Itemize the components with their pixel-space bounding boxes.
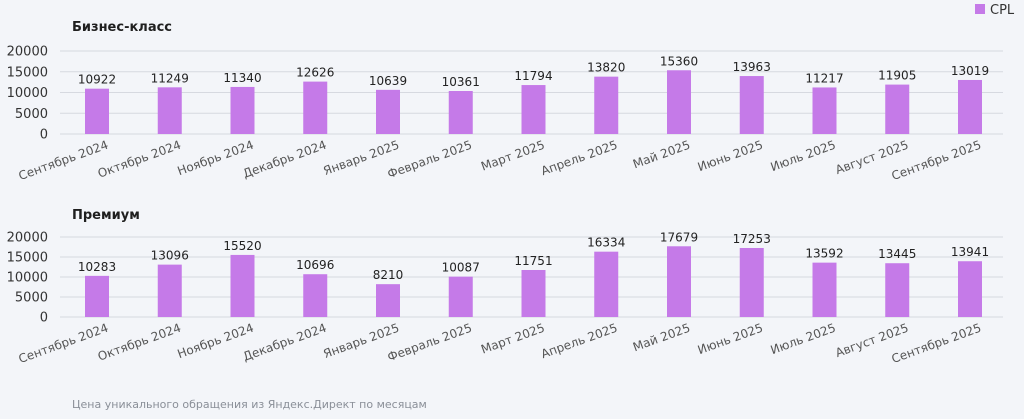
x-tick-label: Февраль 2025 [385,321,473,365]
bar [885,84,910,134]
data-label: 13592 [805,247,843,261]
data-label: 10639 [369,74,407,88]
panel-title: Бизнес-класс [72,20,172,35]
y-tick-label: 20000 [7,45,48,60]
x-tick-label: Декабрь 2024 [241,321,328,364]
data-label: 11751 [514,254,552,268]
y-tick-label: 15000 [7,65,48,80]
bar [521,85,546,134]
x-tick-label: Сентябрь 2024 [17,138,110,183]
legend-label: CPL [990,3,1015,18]
x-tick-label: Май 2025 [631,321,692,355]
data-label: 11794 [514,69,552,83]
bar [667,246,691,317]
bar [521,269,546,317]
y-tick-label: 0 [40,311,48,326]
bar [958,261,982,317]
bar [812,262,837,317]
x-tick-label: Март 2025 [479,138,546,174]
data-label: 11249 [151,71,189,85]
data-label: 10922 [78,73,116,87]
chart-caption: Цена уникального обращения из Яндекс.Дир… [72,398,427,411]
bar [303,274,328,317]
bar [448,91,473,134]
x-tick-label: Март 2025 [479,321,546,357]
x-tick-label: Декабрь 2024 [241,138,328,181]
bar [885,263,910,317]
x-tick-label: Октябрь 2024 [96,138,183,181]
bar [157,264,182,317]
y-tick-label: 20000 [7,231,48,246]
bar [85,88,109,134]
data-label: 17679 [660,230,698,244]
x-tick-label: Сентябрь 2024 [17,321,110,366]
bar [230,86,255,134]
data-label: 17253 [733,232,771,246]
x-tick-label: Июль 2025 [769,321,838,357]
bar [376,284,400,317]
bar [594,251,619,317]
data-label: 15520 [223,239,261,253]
data-label: 10283 [78,260,116,274]
bar [739,76,764,134]
bar [303,81,328,134]
bar [448,276,473,317]
x-tick-label: Февраль 2025 [385,138,473,182]
x-tick-label: Июль 2025 [769,138,838,174]
panel-title: Премиум [72,208,140,223]
data-label: 10696 [296,258,334,272]
bar [376,89,400,134]
y-tick-label: 5000 [15,291,48,306]
data-label: 13963 [733,60,771,74]
data-label: 16334 [587,236,625,250]
bar [739,247,764,317]
x-tick-label: Апрель 2025 [539,138,619,179]
y-tick-label: 0 [40,128,48,143]
y-tick-label: 5000 [15,107,48,122]
data-label: 10087 [442,261,480,275]
bar [157,87,182,134]
x-tick-label: Октябрь 2024 [96,321,183,364]
data-label: 13445 [878,247,916,261]
x-tick-label: Май 2025 [631,138,692,172]
data-label: 11217 [805,71,843,85]
bar [958,79,982,134]
x-tick-label: Апрель 2025 [539,321,619,362]
data-label: 12626 [296,66,334,80]
chart-panel-2: Премиум 0 5000 10000 15000 20000 10283 Сентябрь… [7,208,1003,366]
bar [85,275,109,317]
data-label: 10361 [442,75,480,89]
y-tick-label: 15000 [7,251,48,266]
data-label: 15360 [660,54,698,68]
y-tick-label: 10000 [7,271,48,286]
data-label: 8210 [373,268,404,282]
bar [230,254,255,317]
x-tick-label: Июнь 2025 [696,138,765,175]
legend: CPL [975,3,1015,18]
data-label: 13019 [951,64,989,78]
data-label: 11905 [878,69,916,83]
chart-panel-1: Бизнес-класс 0 5000 10000 15000 20000 10922 Сен… [7,20,1003,183]
data-label: 13096 [151,249,189,263]
data-label: 13941 [951,245,989,259]
x-tick-label: Июнь 2025 [696,321,765,358]
bar [812,87,837,134]
y-tick-label: 10000 [7,86,48,101]
bar [594,76,619,134]
data-label: 13820 [587,61,625,75]
legend-swatch [975,4,985,14]
bar [667,70,691,134]
data-label: 11340 [223,71,261,85]
